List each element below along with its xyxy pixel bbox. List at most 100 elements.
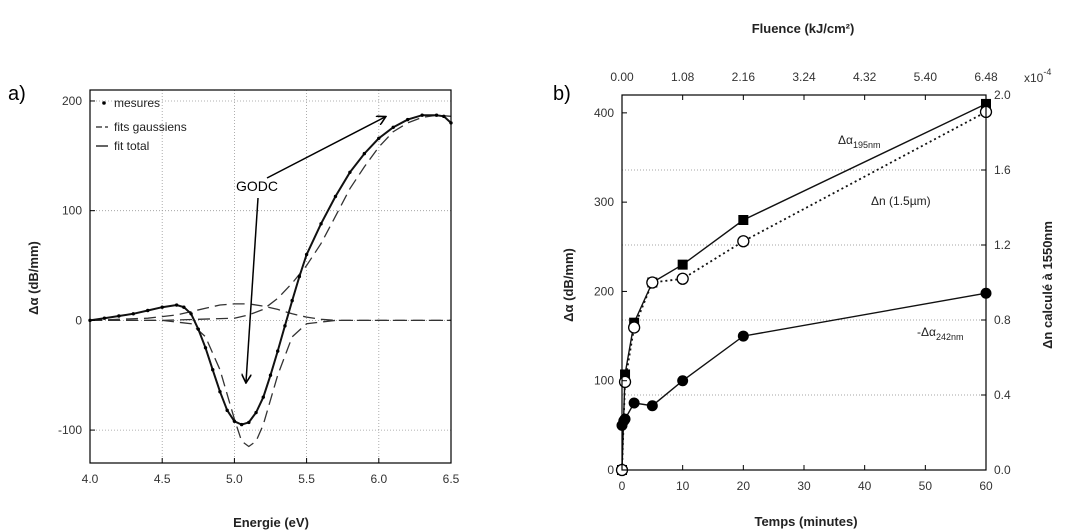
series-marker-filled-circle [619,413,631,425]
chart-b: b) 0 10 20 30 40 50 60 0.00 1.08 2.16 3.24 4.32 5.4… [553,21,1055,529]
chart-a-y-axis-label: Δα (dB/mm) [26,241,41,315]
panel-b-label: b) [553,83,571,105]
measurement-point [304,252,309,257]
chart-a-x-ticks: 4.0 4.5 5.0 5.5 6.0 6.5 [82,458,460,486]
measurement-point [290,298,294,303]
right-y-tick-label: 1.2 [994,238,1011,252]
measurement-point [319,222,323,226]
x-tick-label: 5.0 [226,472,243,486]
x-tick-label: 5.5 [298,472,315,486]
measurement-point [239,422,244,427]
y-tick-label: -100 [58,423,82,437]
series-marker-square [620,369,631,380]
top-x-tick-label: 1.08 [671,70,695,84]
measurement-point [276,349,280,353]
chart-b-frame [621,94,987,471]
right-y-tick-label: 0.4 [994,388,1011,402]
series-line-1 [621,111,987,471]
top-x-tick-label: 6.48 [974,70,998,84]
measurement-point [146,308,150,313]
legend-marker-dot [102,101,106,105]
series-marker-open-circle [627,321,641,334]
measurement-point [420,113,424,117]
chart-b-top-x-axis-label: Fluence (kJ/cm²) [752,21,855,36]
series-marker-square [677,259,688,270]
y-tick-label: 200 [62,94,82,108]
right-y-tick-label: 1.6 [994,163,1011,177]
chart-a-x-axis-label: Energie (eV) [233,515,309,530]
y-tick-label: 0 [75,313,82,327]
top-x-tick-label: 2.16 [732,70,756,84]
legend-label-fits: fits gaussiens [114,120,187,134]
measurement-point [268,373,273,377]
series-line-0 [621,103,987,471]
measurement-point [434,113,439,117]
measurement-point [218,389,222,394]
chart-a-total-fit [89,114,452,426]
measurement-point [174,303,179,307]
legend-label-mesures: mesures [114,96,160,110]
measurement-point [254,410,258,415]
measurement-point [283,324,287,328]
annotation-arrow-down [246,197,259,382]
x-tick-label: 60 [979,479,993,493]
chart-b-right-axis-exponent: x10-4 [1024,67,1051,85]
x-tick-label: 30 [797,479,811,493]
series-marker-open-circle [737,235,750,248]
series-label-delta-n: Δn (1.5µm) [871,194,931,208]
measurement-point [261,395,265,399]
y-tick-label: 0 [607,463,614,477]
chart-b-x-ticks: 0 10 20 30 40 50 60 [619,465,993,493]
series-marker-filled-circle [646,400,658,412]
series-label-delta-alpha-195: Δα195nm [838,133,880,150]
measurement-point [333,194,338,199]
gaussian-fit-line [90,319,451,448]
x-tick-label: 4.5 [154,472,171,486]
y-tick-label: 300 [594,195,614,209]
measurement-point [211,368,215,372]
chart-b-top-x-ticks: 0.00 1.08 2.16 3.24 4.32 5.40 6.48 [610,70,998,100]
chart-a-legend: mesures fits gaussiens fit total [96,96,187,153]
chart-b-right-y-axis-label: Δn calculé à 1550nm [1040,221,1055,349]
measurement-point [362,151,367,156]
measurement-point [391,125,395,129]
x-tick-label: 6.0 [370,472,387,486]
x-tick-label: 10 [676,479,690,493]
chart-b-series-lines [621,103,987,471]
measurement-point [131,312,136,316]
measurement-point [225,408,229,413]
right-y-tick-label: 0.8 [994,313,1011,327]
x-tick-label: 20 [737,479,751,493]
chart-b-right-y-ticks: 0.0 0.4 0.8 1.2 1.6 2.0 [981,88,1011,477]
measurement-point [377,136,381,140]
annotation-arrow-up [266,117,385,179]
measurement-point [405,117,410,122]
measurement-point [247,420,251,425]
chart-b-series-markers [615,98,993,477]
series-marker-filled-circle [737,330,749,342]
measurement-point [348,170,352,174]
chart-b-x-axis-label: Temps (minutes) [754,514,857,529]
x-tick-label: 40 [858,479,872,493]
measurement-point [160,305,164,309]
measurement-point [297,274,302,279]
chart-a-measurements [88,113,453,427]
total-fit-line [89,114,452,426]
top-x-tick-label: 3.24 [792,70,816,84]
measurement-point [232,419,237,424]
top-x-tick-label: 0.00 [610,70,634,84]
x-tick-label: 6.5 [443,472,460,486]
panel-a-label: a) [8,83,26,105]
chart-b-y-axis-label: Δα (dB/mm) [561,248,576,322]
measurement-point [442,114,446,119]
measurement-point [182,305,186,309]
chart-a-gaussian-fits [89,114,452,448]
chart-a-y-ticks: 200 100 0 -100 [58,94,95,437]
legend-label-total: fit total [114,139,149,153]
chart-b-left-y-ticks: 0 100 200 300 400 [594,106,627,477]
measurement-point [117,314,121,318]
measurement-point [196,327,200,331]
series-marker-open-circle [646,276,659,289]
y-tick-label: 400 [594,106,614,120]
